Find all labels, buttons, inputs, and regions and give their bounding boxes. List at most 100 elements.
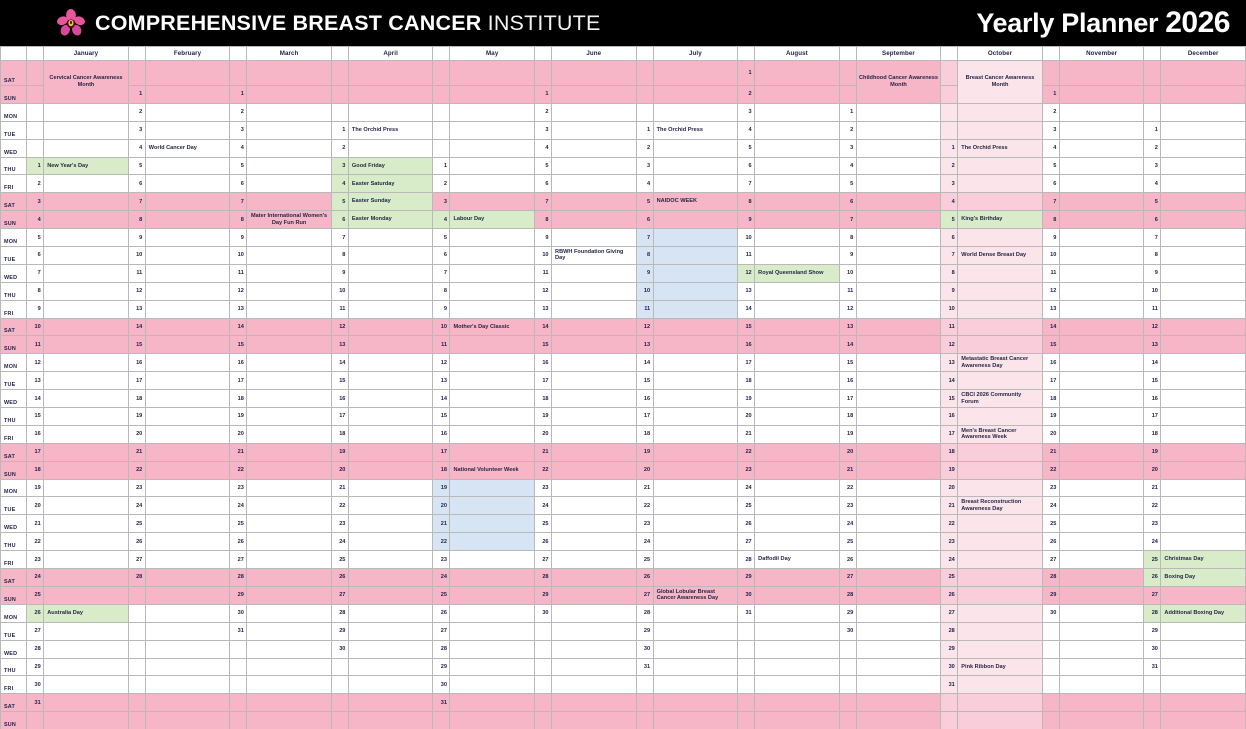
event-cell-empty[interactable] — [246, 138, 332, 158]
day-number-cell[interactable]: 8 — [940, 263, 959, 283]
event-cell-empty[interactable] — [144, 60, 231, 86]
event-cell-empty[interactable] — [652, 407, 739, 426]
day-number-cell[interactable]: 22 — [127, 460, 146, 480]
event-cell-empty[interactable] — [347, 496, 434, 516]
day-number-cell[interactable]: 8 — [26, 281, 45, 301]
event-cell-empty[interactable] — [246, 299, 332, 319]
event-cell-empty[interactable] — [43, 263, 129, 283]
day-number-cell[interactable]: 11 — [1143, 299, 1162, 319]
day-number-cell[interactable]: 24 — [635, 532, 654, 552]
day-number-cell[interactable]: 1 — [838, 102, 857, 122]
event-cell-empty[interactable] — [43, 424, 129, 444]
day-number-cell[interactable]: 7 — [1143, 228, 1162, 248]
event-cell-empty[interactable] — [652, 442, 739, 462]
day-number-cell[interactable]: 4 — [127, 138, 146, 158]
event-cell[interactable]: RBWH Foundation Giving Day — [551, 246, 637, 265]
event-cell-empty[interactable] — [449, 442, 535, 462]
day-number-cell[interactable]: 5 — [1041, 156, 1060, 176]
day-number-cell[interactable]: 17 — [432, 442, 451, 462]
day-number-cell[interactable]: 17 — [127, 371, 146, 391]
day-number-cell[interactable]: 13 — [838, 317, 857, 337]
event-cell-empty[interactable] — [1160, 353, 1246, 373]
event-cell[interactable]: King's Birthday — [957, 210, 1043, 230]
event-cell-empty[interactable] — [1160, 138, 1246, 158]
event-cell-empty[interactable] — [347, 299, 434, 319]
event-cell-empty[interactable] — [551, 711, 637, 729]
day-number-cell[interactable]: 8 — [330, 246, 349, 265]
event-cell-empty[interactable] — [957, 407, 1043, 426]
event-cell-empty[interactable] — [347, 60, 434, 86]
day-number-cell[interactable]: 6 — [229, 174, 248, 194]
day-number-cell[interactable]: 19 — [127, 407, 146, 426]
day-number-cell[interactable]: 19 — [737, 389, 756, 409]
event-cell-empty[interactable] — [652, 317, 739, 337]
event-cell-empty[interactable] — [43, 514, 129, 534]
event-cell-empty[interactable] — [449, 192, 535, 212]
event-cell-empty[interactable] — [1058, 210, 1145, 230]
event-cell-empty[interactable] — [957, 317, 1043, 337]
event-cell-empty[interactable] — [1058, 407, 1145, 426]
day-number-cell[interactable]: 5 — [330, 192, 349, 212]
event-cell-empty[interactable] — [754, 228, 840, 248]
day-number-cell[interactable]: 13 — [940, 353, 959, 373]
day-number-cell[interactable]: 12 — [229, 281, 248, 301]
event-cell-empty[interactable] — [144, 120, 231, 140]
event-cell-empty[interactable] — [957, 478, 1043, 498]
day-number-cell[interactable]: 17 — [940, 424, 959, 444]
day-number-cell[interactable]: 2 — [1041, 102, 1060, 122]
event-cell-empty[interactable] — [449, 639, 535, 659]
event-cell-empty[interactable] — [43, 568, 129, 587]
day-number-cell[interactable]: 10 — [1041, 246, 1060, 265]
event-cell-empty[interactable] — [957, 174, 1043, 194]
event-cell-empty[interactable] — [1058, 353, 1145, 373]
event-cell-empty[interactable] — [1058, 281, 1145, 301]
event-cell[interactable]: World Cancer Day — [144, 138, 231, 158]
event-cell-empty[interactable] — [1160, 675, 1246, 695]
event-cell-empty[interactable] — [246, 156, 332, 176]
event-cell-empty[interactable] — [1058, 496, 1145, 516]
day-number-cell[interactable]: 4 — [229, 138, 248, 158]
day-number-cell[interactable]: 7 — [1041, 192, 1060, 212]
event-cell-empty[interactable] — [855, 389, 942, 409]
day-number-cell[interactable]: 30 — [1041, 603, 1060, 623]
event-cell-empty[interactable] — [246, 550, 332, 570]
event-cell-empty[interactable] — [246, 442, 332, 462]
event-cell-empty[interactable] — [855, 514, 942, 534]
day-number-cell[interactable]: 11 — [533, 263, 553, 283]
event-cell-empty[interactable] — [855, 550, 942, 570]
month-header-december[interactable]: December — [1160, 46, 1246, 61]
event-cell-empty[interactable] — [1058, 424, 1145, 444]
day-number-cell[interactable]: 8 — [1143, 246, 1162, 265]
day-number-cell[interactable]: 22 — [432, 532, 451, 552]
day-number-cell[interactable]: 20 — [26, 496, 45, 516]
day-number-cell[interactable]: 20 — [533, 424, 553, 444]
event-cell-empty[interactable] — [551, 210, 637, 230]
event-cell-empty[interactable] — [551, 174, 637, 194]
event-cell-empty[interactable] — [246, 585, 332, 605]
month-header-march[interactable]: March — [246, 46, 332, 61]
day-number-cell[interactable]: 11 — [737, 246, 756, 265]
day-number-cell[interactable]: 16 — [1143, 389, 1162, 409]
event-cell-empty[interactable] — [347, 102, 434, 122]
event-cell[interactable]: Christmas Day — [1160, 550, 1246, 570]
day-number-cell[interactable]: 24 — [940, 550, 959, 570]
day-number-cell[interactable]: 10 — [229, 246, 248, 265]
day-number-cell[interactable]: 25 — [1143, 550, 1162, 570]
day-number-cell[interactable]: 27 — [940, 603, 959, 623]
event-cell-empty[interactable] — [551, 299, 637, 319]
day-number-cell[interactable]: 12 — [1143, 317, 1162, 337]
day-number-cell[interactable]: 18 — [737, 371, 756, 391]
event-cell-empty[interactable] — [246, 693, 332, 713]
event-cell-empty[interactable] — [754, 496, 840, 516]
day-number-cell[interactable]: 13 — [127, 299, 146, 319]
day-number-cell[interactable]: 22 — [330, 496, 349, 516]
day-number-cell[interactable]: 15 — [229, 335, 248, 355]
event-cell-empty[interactable] — [246, 657, 332, 677]
day-number-cell[interactable]: 19 — [635, 442, 654, 462]
day-number-cell[interactable]: 6 — [940, 228, 959, 248]
event-cell-empty[interactable] — [652, 263, 739, 283]
event-cell-empty[interactable] — [1058, 603, 1145, 623]
day-number-cell[interactable]: 29 — [26, 657, 45, 677]
event-cell-empty[interactable] — [1160, 442, 1246, 462]
day-number-cell[interactable]: 3 — [940, 174, 959, 194]
